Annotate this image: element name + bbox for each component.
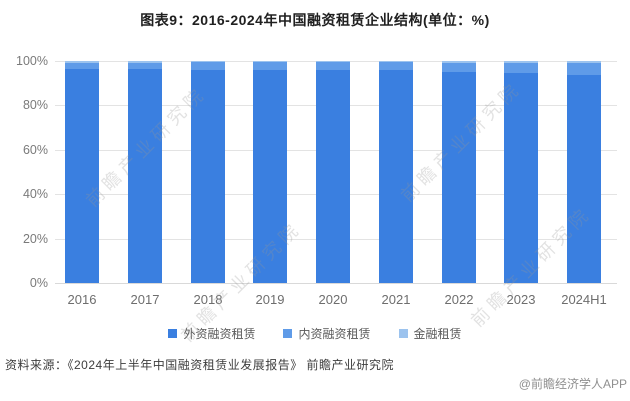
bar-segment-financial-leasing: [567, 61, 601, 63]
bar-segment-domestic-funded-leasing: [442, 62, 476, 73]
stacked-bar-2019: [253, 61, 287, 283]
y-axis-tick-label: 60%: [22, 143, 48, 157]
legend-label: 外资融资租赁: [183, 327, 256, 341]
stacked-bar-2018: [191, 61, 225, 283]
legend-swatch-icon: [168, 329, 178, 338]
y-axis-tick-label: 80%: [22, 98, 48, 112]
y-axis-tick-label: 0%: [29, 276, 48, 290]
bar-segment-domestic-funded-leasing: [191, 62, 225, 70]
y-axis-tick-label: 20%: [22, 232, 48, 246]
bar-segment-financial-leasing: [128, 61, 162, 63]
legend-label: 内资融资租赁: [298, 327, 371, 341]
bar-segment-foreign-funded-leasing: [504, 73, 538, 283]
bar-segment-foreign-funded-leasing: [128, 68, 162, 283]
legend-item-financial-leasing: 金融租赁: [398, 325, 462, 342]
bar-segment-financial-leasing: [65, 61, 99, 63]
y-axis-tick-label: 100%: [16, 54, 48, 68]
x-axis-tick-label: 2023: [506, 292, 536, 307]
bar-segment-foreign-funded-leasing: [65, 68, 99, 283]
bar-segment-foreign-funded-leasing: [442, 72, 476, 283]
stacked-bar-2022: [442, 61, 476, 283]
bar-segment-foreign-funded-leasing: [316, 69, 350, 283]
x-axis-tick-label: 2020: [318, 292, 348, 307]
y-axis-tick-label: 40%: [22, 187, 48, 201]
x-axis-tick-label: 2024H1: [561, 292, 607, 307]
bar-segment-financial-leasing: [316, 61, 350, 63]
bar-segment-domestic-funded-leasing: [128, 62, 162, 69]
bar-segment-financial-leasing: [253, 61, 287, 63]
source-note: 资料来源：《2024年上半年中国融资租赁业发展报告》 前瞻产业研究院: [5, 358, 395, 372]
stacked-bar-2023: [504, 61, 538, 283]
x-axis-tick-label: 2017: [130, 292, 160, 307]
legend-swatch-icon: [283, 329, 293, 338]
bar-segment-foreign-funded-leasing: [379, 70, 413, 283]
stacked-bar-2021: [379, 61, 413, 283]
x-axis-tick-label: 2021: [381, 292, 411, 307]
bar-segment-financial-leasing: [379, 61, 413, 63]
bar-segment-foreign-funded-leasing: [567, 75, 601, 283]
stacked-bar-2020: [316, 61, 350, 283]
stacked-bar-2024H1: [567, 61, 601, 283]
bar-segment-financial-leasing: [191, 61, 225, 63]
stacked-bar-2017: [128, 61, 162, 283]
bar-segment-domestic-funded-leasing: [567, 62, 601, 76]
x-axis-tick-label: 2018: [193, 292, 223, 307]
bar-segment-financial-leasing: [442, 61, 476, 63]
app-credit: @前瞻经济学人APP: [518, 377, 627, 391]
stacked-bar-2016: [65, 61, 99, 283]
bar-segment-domestic-funded-leasing: [253, 62, 287, 70]
legend-item-foreign-funded-leasing: 外资融资租赁: [168, 325, 255, 342]
legend-swatch-icon: [398, 329, 408, 338]
bar-segment-financial-leasing: [504, 61, 538, 63]
bar-segment-foreign-funded-leasing: [191, 69, 225, 283]
legend: 外资融资租赁 内资融资租赁 金融租赁: [0, 325, 630, 342]
bar-segment-foreign-funded-leasing: [253, 69, 287, 283]
bar-segment-domestic-funded-leasing: [316, 62, 350, 70]
bar-segment-domestic-funded-leasing: [504, 62, 538, 74]
x-axis-tick-label: 2016: [67, 292, 97, 307]
bar-segment-domestic-funded-leasing: [379, 62, 413, 71]
legend-item-domestic-funded-leasing: 内资融资租赁: [283, 325, 371, 342]
gridline-0%: [55, 283, 617, 284]
x-axis-tick-label: 2019: [255, 292, 285, 307]
chart-title: 图表9：2016-2024年中国融资租赁企业结构(单位：%): [140, 12, 490, 28]
legend-label: 金融租赁: [413, 327, 462, 341]
x-axis-tick-label: 2022: [444, 292, 474, 307]
bar-segment-domestic-funded-leasing: [65, 62, 99, 69]
